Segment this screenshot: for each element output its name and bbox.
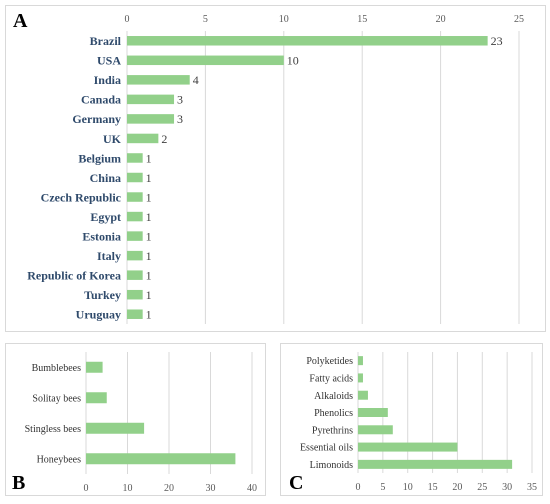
category-label: Germany bbox=[72, 112, 121, 126]
data-label: 4 bbox=[193, 73, 199, 87]
x-tick-label: 15 bbox=[357, 14, 367, 25]
category-label: Essential oils bbox=[300, 443, 353, 454]
x-tick-label: 30 bbox=[206, 483, 216, 494]
category-label: Egypt bbox=[90, 210, 121, 224]
x-tick-label: 0 bbox=[84, 483, 89, 494]
data-label: 23 bbox=[491, 34, 503, 48]
chart-panel-b: B 0 10 20 30 40 Bumblebees Solitay bees Stingle… bbox=[5, 343, 266, 496]
category-label: Polyketides bbox=[306, 356, 353, 367]
x-tick-label: 20 bbox=[436, 14, 446, 25]
x-tick-label: 10 bbox=[123, 483, 133, 494]
category-label: Limonoids bbox=[310, 460, 353, 471]
category-label: Honeybees bbox=[37, 454, 82, 465]
category-label: India bbox=[94, 73, 121, 87]
data-label: 1 bbox=[146, 268, 152, 282]
x-tick-label: 10 bbox=[279, 14, 289, 25]
category-label: Stingless bees bbox=[25, 424, 81, 435]
bar bbox=[127, 36, 488, 46]
data-label: 1 bbox=[146, 308, 152, 322]
bar bbox=[358, 408, 388, 417]
category-label: Bumblebees bbox=[32, 363, 82, 374]
data-label: 1 bbox=[146, 171, 152, 185]
bar bbox=[127, 309, 143, 319]
panel-label-b: B bbox=[12, 472, 26, 494]
panel-label-c: C bbox=[289, 472, 304, 494]
bar bbox=[127, 231, 143, 241]
category-label: Pyrethrins bbox=[312, 425, 353, 436]
bar bbox=[358, 390, 368, 400]
chart-b-svg: 0 10 20 30 40 Bumblebees Solitay bees Stingless… bbox=[25, 352, 257, 494]
category-label: Estonia bbox=[82, 229, 121, 243]
category-label: Solitay bees bbox=[32, 393, 81, 404]
category-label: Belgium bbox=[78, 151, 121, 165]
bar bbox=[127, 94, 175, 105]
data-label: 1 bbox=[146, 249, 152, 263]
data-label: 3 bbox=[177, 93, 183, 107]
panel-label-a: A bbox=[13, 10, 28, 32]
bar bbox=[127, 55, 284, 66]
data-label: 1 bbox=[146, 151, 152, 165]
data-label: 1 bbox=[146, 288, 152, 302]
category-label: USA bbox=[97, 54, 121, 68]
chart-c-svg: 0 5 10 15 20 25 30 35 Polyketides Fatty acids Alka… bbox=[300, 352, 537, 493]
x-tick-label: 10 bbox=[403, 482, 413, 493]
bar bbox=[127, 270, 143, 280]
x-tick-label: 20 bbox=[452, 482, 462, 493]
x-tick-label: 0 bbox=[356, 482, 361, 493]
category-label: UK bbox=[103, 132, 122, 146]
x-tick-label: 30 bbox=[502, 482, 512, 493]
x-tick-label: 35 bbox=[527, 482, 537, 493]
x-tick-label: 25 bbox=[514, 14, 524, 25]
bar bbox=[358, 459, 513, 469]
category-label: Italy bbox=[97, 249, 121, 263]
bar bbox=[127, 75, 190, 85]
x-tick-label: 0 bbox=[125, 14, 130, 25]
category-label: Czech Republic bbox=[41, 190, 122, 204]
data-label: 1 bbox=[146, 190, 152, 204]
bar bbox=[358, 425, 393, 435]
data-label: 1 bbox=[146, 210, 152, 224]
x-tick-label: 20 bbox=[164, 483, 174, 494]
bar bbox=[86, 422, 145, 434]
bar bbox=[86, 453, 236, 465]
bar bbox=[127, 153, 143, 163]
x-tick-label: 15 bbox=[428, 482, 438, 493]
category-label: Uruguay bbox=[76, 308, 121, 322]
x-tick-label: 5 bbox=[380, 482, 385, 493]
bar bbox=[127, 250, 143, 261]
data-label: 1 bbox=[146, 229, 152, 243]
x-tick-label: 5 bbox=[203, 14, 208, 25]
chart-panel-c: C 0 5 10 15 20 25 30 35 Polyketides Fatty acids Al… bbox=[280, 343, 543, 496]
category-label: Republic of Korea bbox=[27, 268, 121, 282]
category-label: Fatty acids bbox=[309, 374, 353, 385]
bar bbox=[358, 356, 363, 366]
bar bbox=[127, 192, 143, 202]
bar bbox=[127, 114, 175, 124]
data-label: 10 bbox=[287, 54, 299, 68]
bar bbox=[127, 133, 159, 144]
category-label: Canada bbox=[81, 93, 121, 107]
bar bbox=[358, 373, 363, 383]
data-label: 3 bbox=[177, 112, 183, 126]
bar bbox=[127, 289, 143, 300]
data-label: 2 bbox=[161, 132, 167, 146]
bar bbox=[127, 211, 143, 222]
category-label: Brazil bbox=[90, 34, 122, 48]
category-label: Turkey bbox=[84, 288, 121, 302]
bar bbox=[127, 172, 143, 183]
bar bbox=[358, 442, 458, 452]
x-tick-label: 40 bbox=[247, 483, 257, 494]
chart-panel-a: A 0 5 10 15 20 25 Brazil 23 USA 10 India 4 Canada 3 Ge… bbox=[5, 5, 546, 332]
bar bbox=[86, 392, 107, 404]
category-label: Phenolics bbox=[314, 408, 353, 419]
category-label: Alkaloids bbox=[314, 391, 353, 402]
x-tick-label: 25 bbox=[477, 482, 487, 493]
category-label: China bbox=[90, 171, 121, 185]
bar bbox=[86, 361, 103, 373]
